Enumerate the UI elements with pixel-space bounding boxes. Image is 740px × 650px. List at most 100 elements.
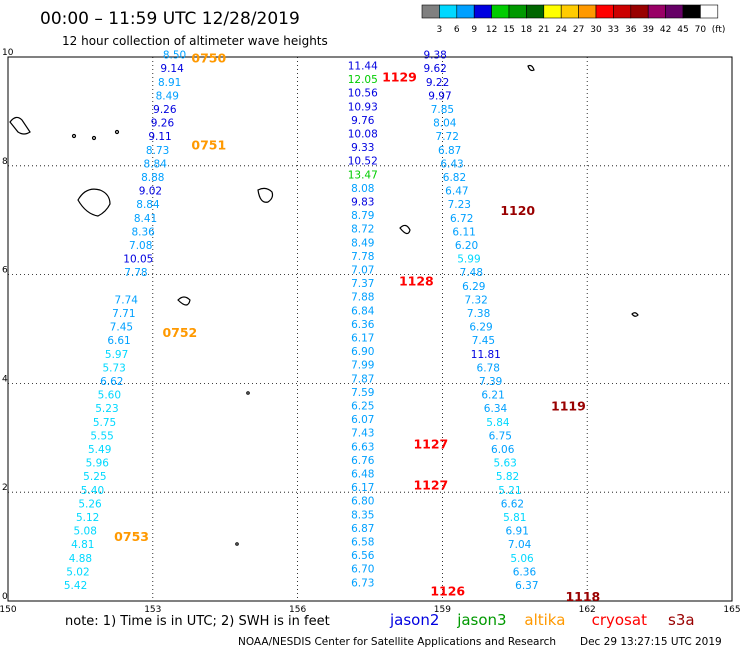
scale-swatch [613,4,632,19]
scale-label: 42 [660,25,671,35]
swh-point: 7.23 [448,199,471,211]
footer-credit: NOAA/NESDIS Center for Satellite Applica… [238,636,556,648]
swh-point: 10.52 [348,156,378,168]
swh-point: 6.63 [351,441,374,453]
scale-label: 3 [437,25,443,35]
swh-point: 8.50 [163,50,186,62]
satellite-legend: jason2 jason3 altika cryosat s3a [389,611,695,629]
island-shape [257,187,274,203]
pass-number-label: 0750 [191,50,226,65]
swh-point: 8.72 [351,224,374,236]
swh-point: 7.45 [472,335,495,347]
swh-point: 10.05 [123,254,153,266]
islet [235,542,239,546]
swh-point: 8.91 [158,77,181,89]
swh-point: 8.35 [351,509,374,521]
swh-point: 6.72 [450,213,473,225]
swh-point: 6.36 [351,319,375,331]
chart-subtitle: 12 hour collection of altimeter wave hei… [62,34,328,48]
swh-point: 8.49 [156,90,179,102]
swh-point: 5.63 [493,458,516,470]
pass-number-label: 1128 [399,273,434,288]
pass-number-label: 1118 [565,589,600,604]
swh-point: 9.26 [151,118,175,130]
scale-label: 15 [503,25,514,35]
swh-point: 13.47 [348,169,378,181]
swh-point: 9.02 [139,186,162,198]
swh-point: 8.84 [144,158,168,170]
scale-swatch [508,4,527,19]
y-tick-label: 2 [2,483,8,493]
scale-label: 6 [454,25,460,35]
satellite-legend-item: cryosat [592,611,647,629]
swh-point: 6.82 [443,172,466,184]
scale-label: 18 [521,25,533,35]
swh-point: 6.56 [351,550,375,562]
y-tick-label: 0 [2,592,8,602]
scale-swatch [560,4,579,19]
islet [114,129,120,135]
swh-point: 4.88 [69,553,92,565]
islet [91,135,97,141]
swh-point: 10.56 [348,88,378,100]
swh-point: 7.08 [129,240,152,252]
swh-point: 6.90 [351,346,374,358]
swh-point: 7.71 [112,308,135,320]
swh-point: 5.55 [90,430,113,442]
swh-point: 7.37 [351,278,374,290]
swh-point: 6.11 [452,226,475,238]
scale-swatch [543,4,562,19]
pass-number-label: 1119 [551,399,586,414]
swh-point: 5.12 [76,512,99,524]
swh-point: 9.76 [351,115,375,127]
swh-point: 5.23 [95,403,118,415]
x-tick-label: 156 [289,605,306,615]
swh-point: 6.36 [513,566,537,578]
swh-point: 6.17 [351,333,374,345]
swh-point: 6.70 [351,564,374,576]
x-tick-label: 150 [0,605,17,615]
swh-point: 8.08 [351,183,374,195]
color-scale-legend: 3 6 9 12 15 18 21 24 27 30 33 36 39 42 45 70 (ft) [421,4,726,35]
swh-point: 5.99 [457,254,480,266]
swh-point: 6.87 [351,523,374,535]
swh-point: 5.96 [86,458,110,470]
swh-point: 7.74 [115,294,139,306]
island-shape [177,296,191,306]
scale-unit: (ft) [712,25,726,35]
islet [71,133,77,139]
swh-point: 11.81 [471,349,501,361]
swh-point: 7.99 [351,360,374,372]
scale-label: 70 [695,25,707,35]
scale-swatch [578,4,597,19]
y-tick-label: 8 [2,157,8,167]
swh-point: 5.02 [66,566,89,578]
swh-point: 6.34 [484,403,508,415]
scale-swatch [630,4,649,19]
swh-point: 6.62 [100,376,123,388]
x-tick-label: 162 [579,605,596,615]
swh-point: 9.26 [153,104,177,116]
chart-title: 00:00 – 11:59 UTC 12/28/2019 [40,9,300,29]
scale-swatch [682,4,701,19]
swh-point: 7.32 [464,294,487,306]
swh-point: 4.81 [71,539,94,551]
scale-swatch [647,4,666,19]
swh-point: 7.45 [110,322,133,334]
swh-point: 12.05 [348,74,378,86]
swh-point: 6.07 [351,414,374,426]
swh-point: 6.62 [501,498,524,510]
pass-number-label: 0752 [162,325,197,340]
island-shape [77,188,111,217]
swh-point: 5.21 [498,485,521,497]
grid-lines [8,57,732,601]
swh-point: 9.14 [160,63,184,75]
swh-point: 7.78 [124,267,147,279]
swh-point: 6.21 [481,390,504,402]
swh-point: 5.81 [503,512,526,524]
swh-point: 11.44 [348,61,378,73]
satellite-legend-item: s3a [668,611,695,629]
pass-number-label: 1127 [413,437,448,452]
swh-point: 8.41 [134,213,157,225]
swh-point: 6.75 [489,430,512,442]
